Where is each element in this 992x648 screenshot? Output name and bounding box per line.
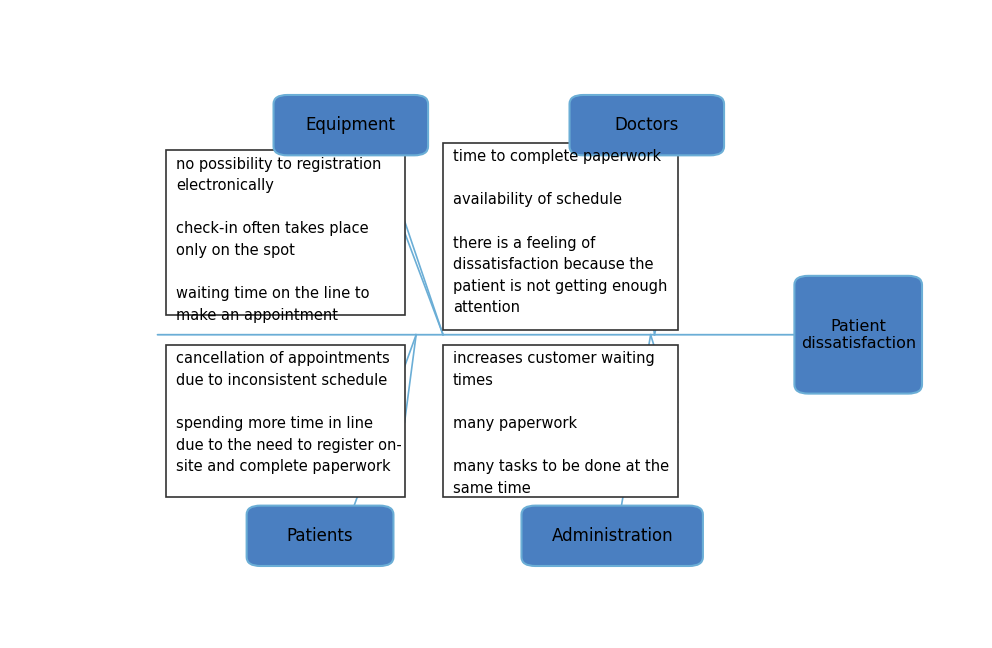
FancyBboxPatch shape bbox=[443, 143, 678, 330]
FancyBboxPatch shape bbox=[795, 276, 922, 393]
Text: no possibility to registration
electronically

check-in often takes place
only o: no possibility to registration electroni… bbox=[177, 157, 382, 323]
Text: Patient
dissatisfaction: Patient dissatisfaction bbox=[801, 319, 916, 351]
FancyBboxPatch shape bbox=[247, 505, 394, 566]
Text: Patients: Patients bbox=[287, 527, 353, 545]
Text: Doctors: Doctors bbox=[615, 116, 679, 134]
FancyBboxPatch shape bbox=[569, 95, 724, 156]
FancyBboxPatch shape bbox=[522, 505, 703, 566]
FancyBboxPatch shape bbox=[167, 150, 405, 315]
FancyBboxPatch shape bbox=[167, 345, 405, 497]
FancyBboxPatch shape bbox=[274, 95, 429, 156]
Text: Equipment: Equipment bbox=[306, 116, 396, 134]
Text: Administration: Administration bbox=[552, 527, 673, 545]
FancyBboxPatch shape bbox=[443, 345, 678, 497]
Text: cancellation of appointments
due to inconsistent schedule

spending more time in: cancellation of appointments due to inco… bbox=[177, 351, 402, 474]
Text: increases customer waiting
times

many paperwork

many tasks to be done at the
s: increases customer waiting times many pa… bbox=[453, 351, 670, 496]
Text: time to complete paperwork

availability of schedule

there is a feeling of
diss: time to complete paperwork availability … bbox=[453, 149, 668, 316]
